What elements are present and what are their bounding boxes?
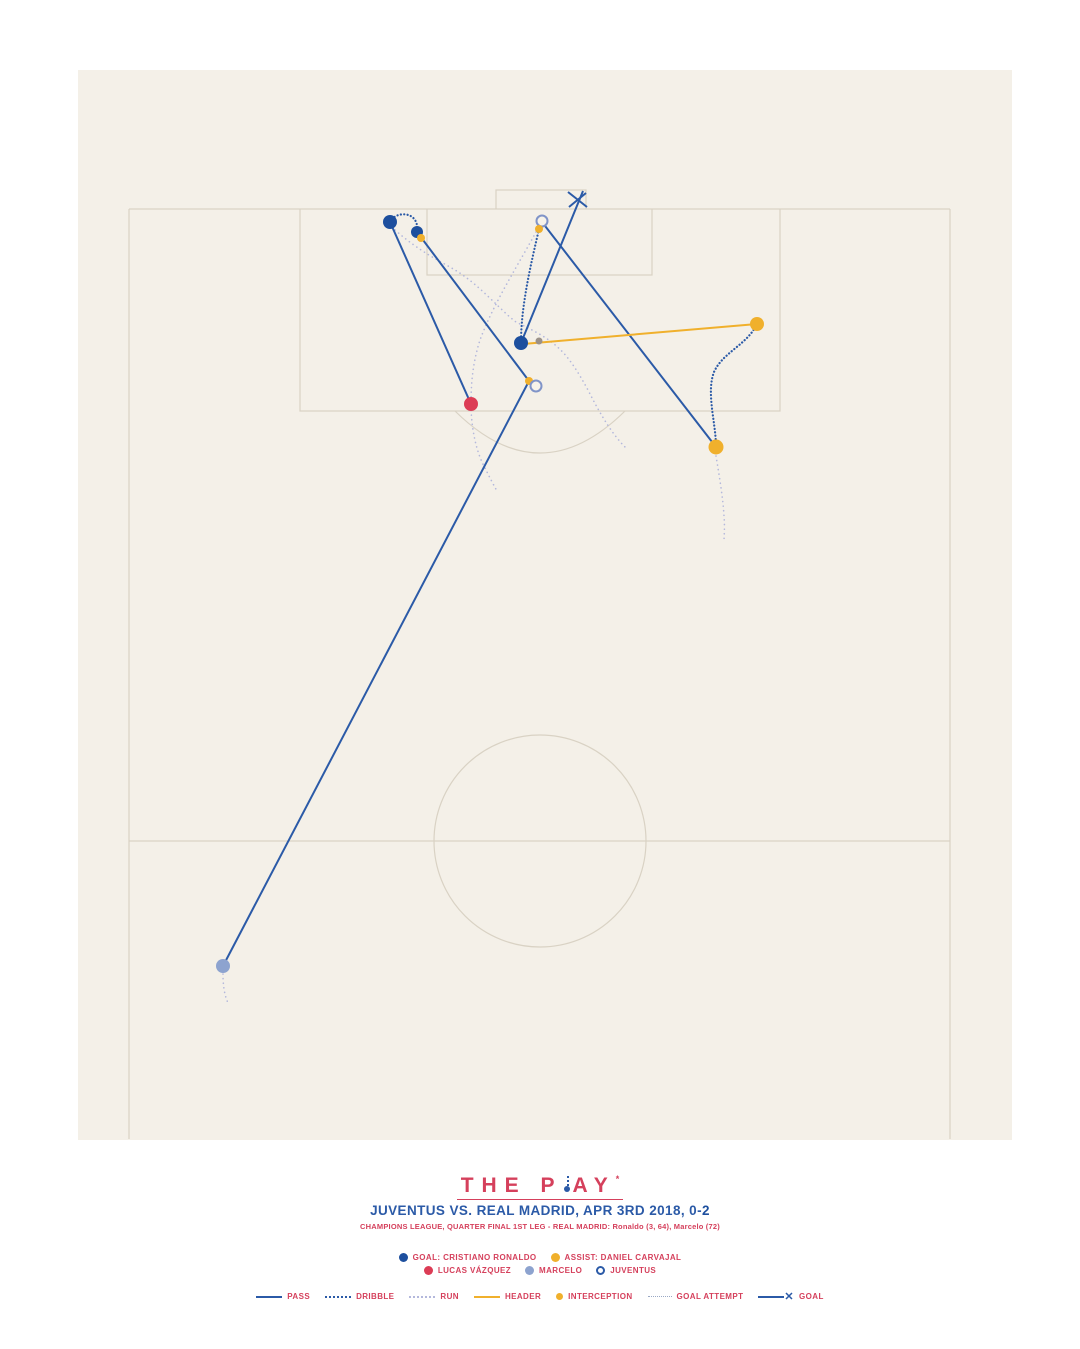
- title-underline: [457, 1199, 623, 1200]
- pitch-penalty-box: [299, 209, 781, 412]
- pass-swatch-icon: [256, 1295, 283, 1298]
- title-text-pre: THE P: [460, 1174, 563, 1197]
- legend-player-label: ASSIST: DANIEL CARVAJAL: [564, 1253, 682, 1262]
- subtitle-score-bold: 2: [701, 1203, 710, 1218]
- header-line-header-assist: [522, 323, 758, 345]
- pitch-center-circle: [433, 734, 647, 948]
- player-dot-icon: [596, 1266, 606, 1275]
- pass-line-long-pass-marcelo: [222, 380, 530, 967]
- legend-player-juventus: JUVENTUS: [596, 1266, 656, 1275]
- legend-player-assist-daniel-carvajal: ASSIST: DANIEL CARVAJAL: [550, 1253, 682, 1262]
- legend-linetype-label: INTERCEPTION: [568, 1292, 633, 1301]
- header-swatch-icon: [473, 1295, 500, 1298]
- run-line-run-marcelo-tail: [222, 973, 229, 1004]
- poster-title: THE P AY*: [0, 1174, 1080, 1198]
- run-line-run-ronaldo-box: [394, 229, 626, 448]
- legend-linetype-interception: INTERCEPTION: [556, 1292, 632, 1301]
- legend-linetype-label: DRIBBLE: [356, 1292, 395, 1301]
- run-line-run-vazquez: [470, 231, 537, 492]
- player-dot-icon: [525, 1266, 535, 1275]
- marker-ronaldo-1: [383, 215, 397, 229]
- pass-line-pass-to-vazquez: [389, 221, 472, 405]
- marker-vazquez: [464, 397, 478, 411]
- legend-linetype-header: HEADER: [473, 1292, 542, 1301]
- goal-attempt-swatch-icon: [647, 1296, 672, 1297]
- dribble-swatch-icon: [325, 1295, 352, 1298]
- player-dot-icon: [423, 1266, 433, 1275]
- pitch-goal-frame: [495, 189, 587, 209]
- pitch-goal-area-box: [426, 209, 653, 276]
- marker-interception-1: [417, 234, 425, 242]
- marker-interception-2: [535, 225, 543, 233]
- marker-carvajal-header: [750, 317, 764, 331]
- legend-linetype-pass: PASS: [256, 1292, 310, 1301]
- legend-player-goal-cristiano-ronaldo: GOAL: CRISTIANO RONALDO: [398, 1253, 537, 1262]
- pitch-surface: [78, 70, 1012, 1140]
- marker-juventus-1: [535, 214, 549, 228]
- dribble-line-dribble-to-shot: [519, 227, 541, 345]
- run-line-run-carvajal-tail: [715, 455, 726, 543]
- legend-linetype-goal-attempt: GOAL ATTEMPT: [647, 1292, 744, 1301]
- run-swatch-icon: [409, 1295, 436, 1298]
- pitch-penalty-arc: [454, 410, 626, 454]
- title-trademark: *: [615, 1174, 620, 1184]
- legend-player-label: LUCAS VÁZQUEZ: [437, 1266, 512, 1275]
- legend-line-types: PASS DRIBBLE RUN HEADER INTERCEPTION GOAL ATT…: [0, 1291, 1080, 1302]
- goal-swatch-icon: [758, 1295, 785, 1298]
- match-details: CHAMPIONS LEAGUE, QUARTER FINAL 1ST LEG …: [360, 1222, 720, 1231]
- legend-linetype-label: GOAL: [799, 1292, 824, 1301]
- legend-linetype-run: RUN: [409, 1292, 459, 1301]
- pitch-diagram: [78, 70, 1012, 1140]
- pass-line-goal-x-stroke-2: [568, 192, 587, 208]
- subtitle-text: JUVENTUS VS. REAL MADRID, APR 3RD 2018, …: [370, 1203, 702, 1218]
- stylized-l-dribble-icon: [563, 1176, 571, 1192]
- legend-linetype-label: PASS: [287, 1292, 311, 1301]
- legend-linetype-dribble: DRIBBLE: [325, 1292, 394, 1301]
- legend-player-label: GOAL: CRISTIANO RONALDO: [412, 1253, 537, 1262]
- marker-ball-contact: [535, 337, 543, 345]
- legend-linetype-label: HEADER: [504, 1292, 542, 1301]
- legend-linetype-label: RUN: [440, 1292, 459, 1301]
- legend-player-label: JUVENTUS: [610, 1266, 657, 1275]
- marker-juventus-2: [529, 379, 543, 393]
- legend-player-label: MARCELO: [539, 1266, 583, 1275]
- match-subtitle: JUVENTUS VS. REAL MADRID, APR 3RD 2018, …: [0, 1203, 1080, 1218]
- player-dot-icon: [398, 1253, 408, 1262]
- legend-linetype-goal: ✕ GOAL: [758, 1291, 824, 1302]
- legend-players-row-2: LUCAS VÁZQUEZ MARCELO JUVENTUS: [0, 1266, 1080, 1275]
- legend-players-row-1: GOAL: CRISTIANO RONALDO ASSIST: DANIEL CA…: [0, 1253, 1080, 1262]
- dribble-line-dribble-carvajal: [709, 322, 759, 449]
- marker-marcelo: [216, 959, 230, 973]
- legend-player-marcelo: MARCELO: [525, 1266, 582, 1275]
- interception-swatch-icon: [556, 1293, 564, 1300]
- pass-line-pass-intercepted: [416, 231, 530, 382]
- legend-linetype-label: GOAL ATTEMPT: [676, 1292, 744, 1301]
- player-dot-icon: [550, 1253, 560, 1262]
- marker-carvajal-receive: [708, 439, 724, 455]
- marker-ronaldo-goal: [514, 336, 528, 350]
- title-text-post: AY: [572, 1174, 616, 1197]
- legend-player-lucas-v-zquez: LUCAS VÁZQUEZ: [423, 1266, 512, 1275]
- pass-line-goal-shot: [520, 190, 584, 344]
